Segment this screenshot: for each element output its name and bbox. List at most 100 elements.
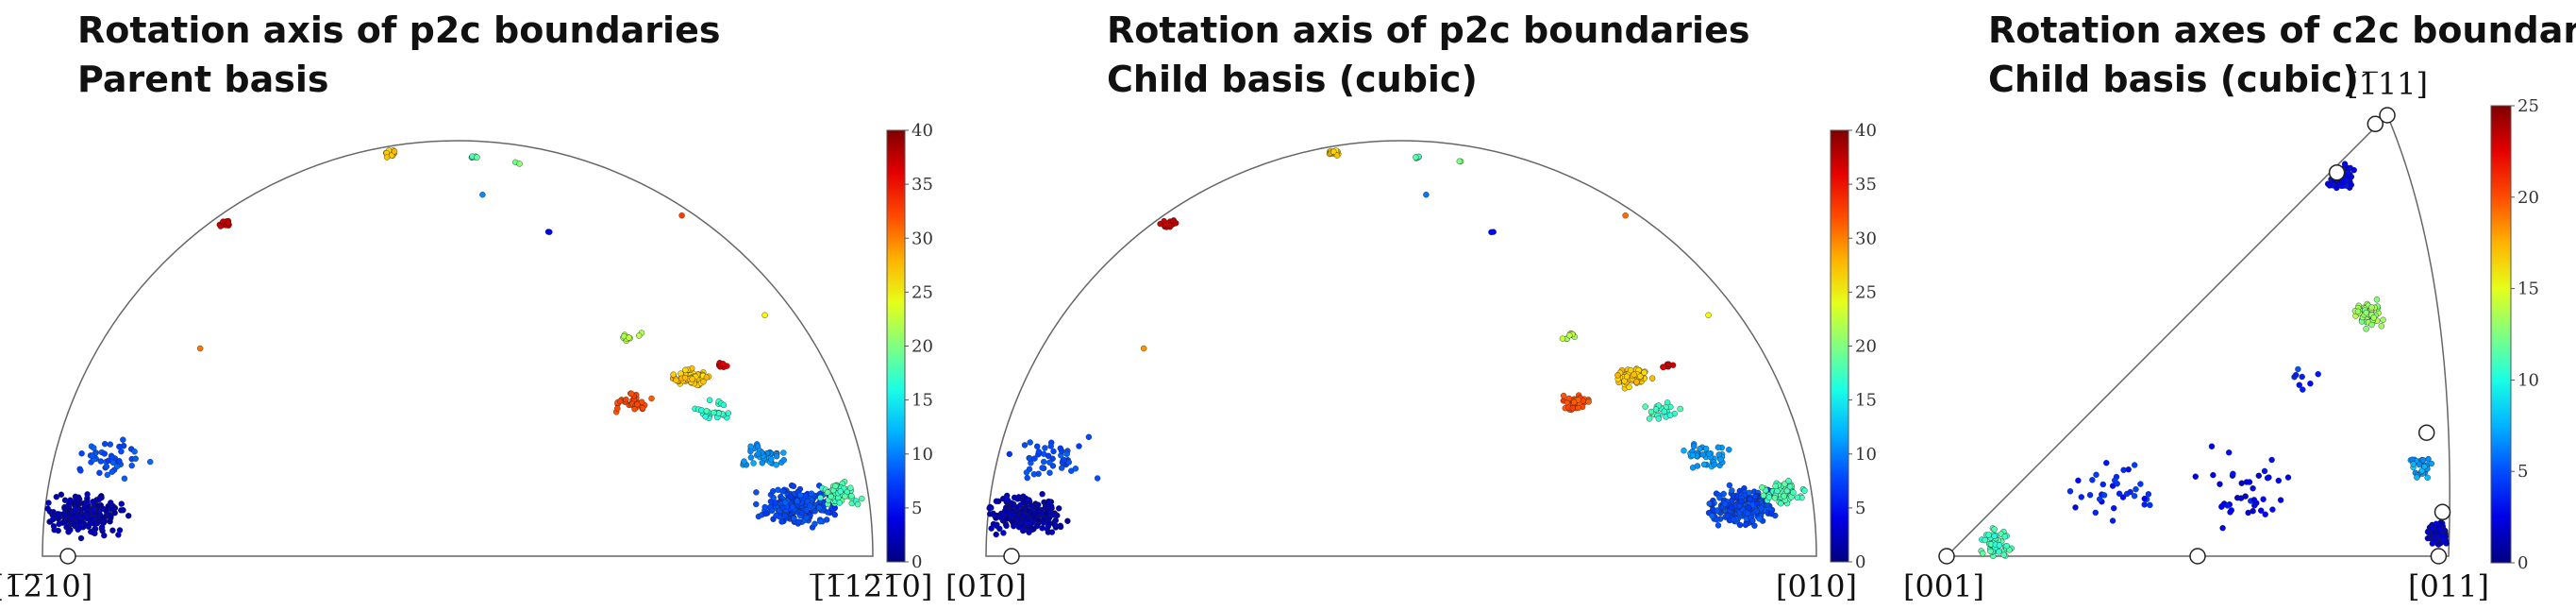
title-line-2: Child basis (cubic) — [1107, 59, 1478, 100]
data-point — [720, 401, 728, 409]
marker-circle — [1938, 548, 1955, 565]
data-point — [648, 395, 655, 402]
data-point — [1085, 433, 1093, 440]
data-point — [55, 511, 61, 517]
data-point — [1575, 404, 1581, 412]
data-point — [2251, 502, 2258, 509]
data-point — [1023, 514, 1030, 521]
data-point — [1702, 445, 1710, 452]
data-point — [988, 504, 995, 511]
data-point — [1681, 448, 1687, 454]
data-point — [778, 518, 785, 525]
data-point — [2437, 533, 2444, 539]
data-point — [787, 493, 794, 500]
data-point — [794, 498, 801, 504]
data-point — [1033, 443, 1041, 449]
data-point — [1736, 521, 1744, 529]
data-point — [1003, 508, 1010, 515]
data-point — [1783, 487, 1791, 494]
data-point — [1488, 229, 1495, 236]
data-point — [2116, 490, 2123, 497]
data-point — [2419, 457, 2427, 464]
colorbar-tick-label: 0 — [1855, 552, 1865, 572]
data-point — [698, 407, 705, 414]
data-point — [2219, 525, 2226, 532]
data-point — [828, 493, 834, 500]
data-point — [1045, 520, 1053, 527]
data-point — [1677, 405, 1683, 413]
data-point — [1050, 448, 1057, 455]
data-point — [98, 493, 105, 500]
marker-circle — [2434, 503, 2451, 521]
data-point — [71, 520, 77, 527]
data-point — [1021, 442, 1029, 449]
data-point — [1781, 493, 1787, 500]
data-point — [779, 488, 786, 495]
data-point — [125, 513, 132, 519]
colorbar-tick-label: 20 — [2517, 188, 2539, 208]
data-point — [2300, 386, 2306, 393]
data-point — [2380, 316, 2386, 323]
data-point — [74, 514, 81, 520]
colorbar-tick-label: 40 — [1855, 121, 1877, 141]
data-point — [811, 508, 818, 515]
data-point — [76, 524, 84, 531]
data-point — [2226, 449, 2233, 456]
data-point — [1790, 489, 1797, 496]
data-point — [61, 512, 69, 518]
data-point — [755, 450, 761, 457]
data-point — [741, 458, 747, 465]
data-point — [2092, 509, 2099, 517]
data-point — [1980, 550, 1986, 557]
data-point — [1048, 529, 1056, 535]
data-point — [670, 371, 677, 378]
data-point — [1699, 451, 1706, 458]
panel-title: Rotation axes of c2c boundaries Child ba… — [1988, 6, 2576, 104]
data-point — [1413, 154, 1419, 161]
data-point — [2072, 504, 2079, 511]
data-point — [753, 489, 760, 496]
marker-circle — [2417, 424, 2435, 441]
data-point — [2103, 460, 2110, 466]
data-point — [2261, 467, 2268, 475]
data-point — [2243, 479, 2250, 485]
data-point — [1738, 498, 1745, 504]
data-point — [2373, 297, 2381, 303]
data-point — [1622, 212, 1629, 219]
data-point — [1045, 498, 1052, 505]
pole-figure-plot: [01̅0] [010]0 5 10 15 20 25 30 35 40 — [945, 121, 1877, 604]
data-point — [1040, 458, 1047, 466]
data-point — [196, 345, 204, 352]
data-point — [225, 219, 232, 227]
data-point — [1706, 500, 1713, 507]
data-point — [703, 408, 710, 415]
data-point — [1626, 383, 1632, 391]
colorbar-tick-label: 25 — [1855, 282, 1877, 302]
title-line-1: Rotation axis of p2c boundaries — [77, 9, 721, 51]
data-point — [1094, 475, 1101, 482]
data-point — [1031, 455, 1038, 462]
data-point — [1660, 364, 1666, 371]
data-point — [747, 448, 754, 455]
data-point — [817, 494, 824, 501]
data-point — [1801, 487, 1808, 494]
pole-figure-outline — [42, 140, 874, 557]
data-point — [2096, 496, 2103, 502]
data-point — [1714, 517, 1720, 523]
data-point — [217, 223, 225, 229]
data-point — [1569, 405, 1576, 412]
data-point — [1996, 549, 2002, 555]
data-point — [1717, 456, 1724, 463]
data-point — [2242, 493, 2249, 500]
data-point — [2001, 534, 2009, 540]
data-point — [2093, 471, 2099, 478]
data-point — [103, 508, 109, 515]
data-point — [996, 525, 1003, 533]
data-point — [2099, 481, 2107, 488]
data-point — [98, 524, 106, 531]
data-point — [2363, 326, 2369, 332]
data-point — [772, 500, 779, 506]
data-point — [1666, 412, 1674, 418]
data-point — [1055, 505, 1062, 512]
data-point — [1996, 542, 2003, 549]
